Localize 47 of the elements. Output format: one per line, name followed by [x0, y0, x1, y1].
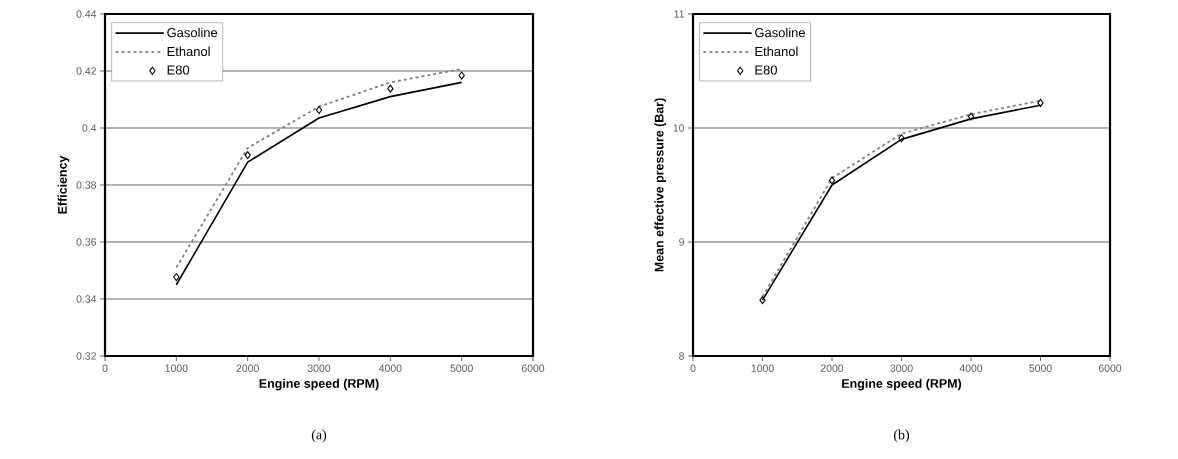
x-tick-label: 6000 — [521, 364, 545, 372]
point — [898, 134, 905, 143]
x-tick-label: 1000 — [751, 364, 774, 372]
y-axis-title: Mean effective pressure (Bar) — [654, 98, 667, 272]
legend-label: Ethanol — [167, 46, 210, 57]
x-tick-label: 4000 — [378, 364, 402, 372]
y-tick-label: 11 — [674, 10, 684, 18]
y-tick-label: 0.44 — [76, 10, 97, 18]
legend-label: Gasoline — [755, 27, 805, 38]
legend-label: Gasoline — [167, 27, 218, 38]
y-tick-label: 9 — [679, 238, 684, 246]
y-tick-label: 0.34 — [76, 295, 97, 303]
y-tick-label: 0.42 — [76, 67, 96, 75]
x-tick-label: 2000 — [236, 364, 259, 372]
point — [1037, 98, 1044, 107]
point — [244, 151, 251, 160]
x-tick-label: 3000 — [890, 364, 913, 372]
legend-label: Ethanol — [755, 46, 798, 57]
text: (b) — [893, 429, 910, 443]
y-axis-title: Efficiency — [57, 155, 70, 214]
x-tick-label: 0 — [690, 364, 696, 372]
legend-label: E80 — [755, 65, 777, 75]
x-tick-label: 2000 — [820, 364, 844, 372]
x-tick-label: 6000 — [1098, 364, 1122, 372]
y-tick-label: 0.32 — [76, 352, 96, 360]
x-tick-label: 5000 — [1029, 364, 1052, 372]
x-tick-label: 3000 — [307, 364, 331, 372]
y-tick-label: 0.38 — [76, 181, 97, 189]
x-tick-label: 5000 — [450, 364, 473, 372]
point — [173, 272, 180, 282]
y-tick-label: 10 — [673, 124, 685, 132]
x-tick-label: 1000 — [165, 364, 188, 372]
x-axis-title: Engine speed (RPM) — [259, 378, 379, 391]
x-tick-label: 4000 — [959, 364, 983, 372]
point — [387, 84, 394, 93]
point — [828, 176, 836, 185]
point — [458, 71, 465, 80]
point — [315, 105, 323, 115]
x-axis-title: Engine speed (RPM) — [842, 378, 962, 391]
y-tick-label: 0.4 — [82, 124, 97, 132]
x-tick-label: 0 — [102, 364, 108, 372]
y-tick-label: 0.36 — [76, 238, 97, 246]
point — [759, 296, 766, 305]
text: (a) — [311, 429, 327, 443]
y-tick-label: 8 — [679, 352, 685, 360]
point — [967, 112, 975, 121]
legend-label: E80 — [167, 65, 190, 75]
